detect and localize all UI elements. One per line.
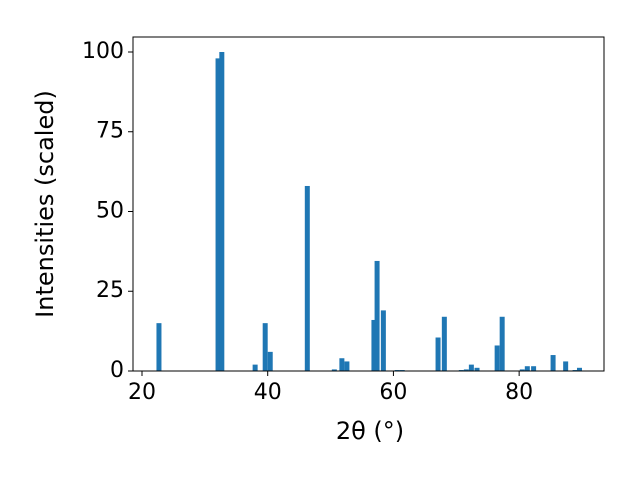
bar <box>267 351 273 371</box>
bar <box>380 310 386 371</box>
bar <box>563 361 569 371</box>
bar <box>524 366 530 371</box>
bar <box>519 369 525 371</box>
y-tick-label: 50 <box>96 198 124 223</box>
bar <box>441 316 447 371</box>
bar <box>344 361 350 371</box>
y-tick-label: 0 <box>110 358 124 383</box>
bar <box>531 366 537 371</box>
bar <box>499 316 505 371</box>
bar <box>374 260 380 371</box>
bar <box>474 367 480 371</box>
bar <box>494 345 500 371</box>
bar <box>339 358 345 371</box>
bar <box>215 58 221 372</box>
bar <box>156 323 162 371</box>
x-tick-label: 60 <box>379 380 407 405</box>
x-tick-label: 40 <box>254 380 282 405</box>
bar <box>550 355 556 371</box>
plot-frame <box>132 36 605 372</box>
bar <box>252 364 258 371</box>
y-axis-label: Intensities (scaled) <box>31 90 59 318</box>
bar <box>468 364 474 371</box>
x-axis-label: 2θ (°) <box>336 417 404 445</box>
bar <box>219 51 225 371</box>
x-tick-label: 80 <box>505 380 533 405</box>
bar <box>304 185 310 371</box>
y-tick-label: 75 <box>96 119 124 144</box>
bar <box>371 319 377 371</box>
y-tick-label: 100 <box>82 39 124 64</box>
bar <box>463 369 469 371</box>
y-tick-label: 25 <box>96 278 124 303</box>
x-tick-label: 20 <box>128 380 156 405</box>
bar <box>576 367 582 371</box>
bar <box>435 337 441 371</box>
bar <box>331 369 337 371</box>
bar <box>262 323 268 371</box>
